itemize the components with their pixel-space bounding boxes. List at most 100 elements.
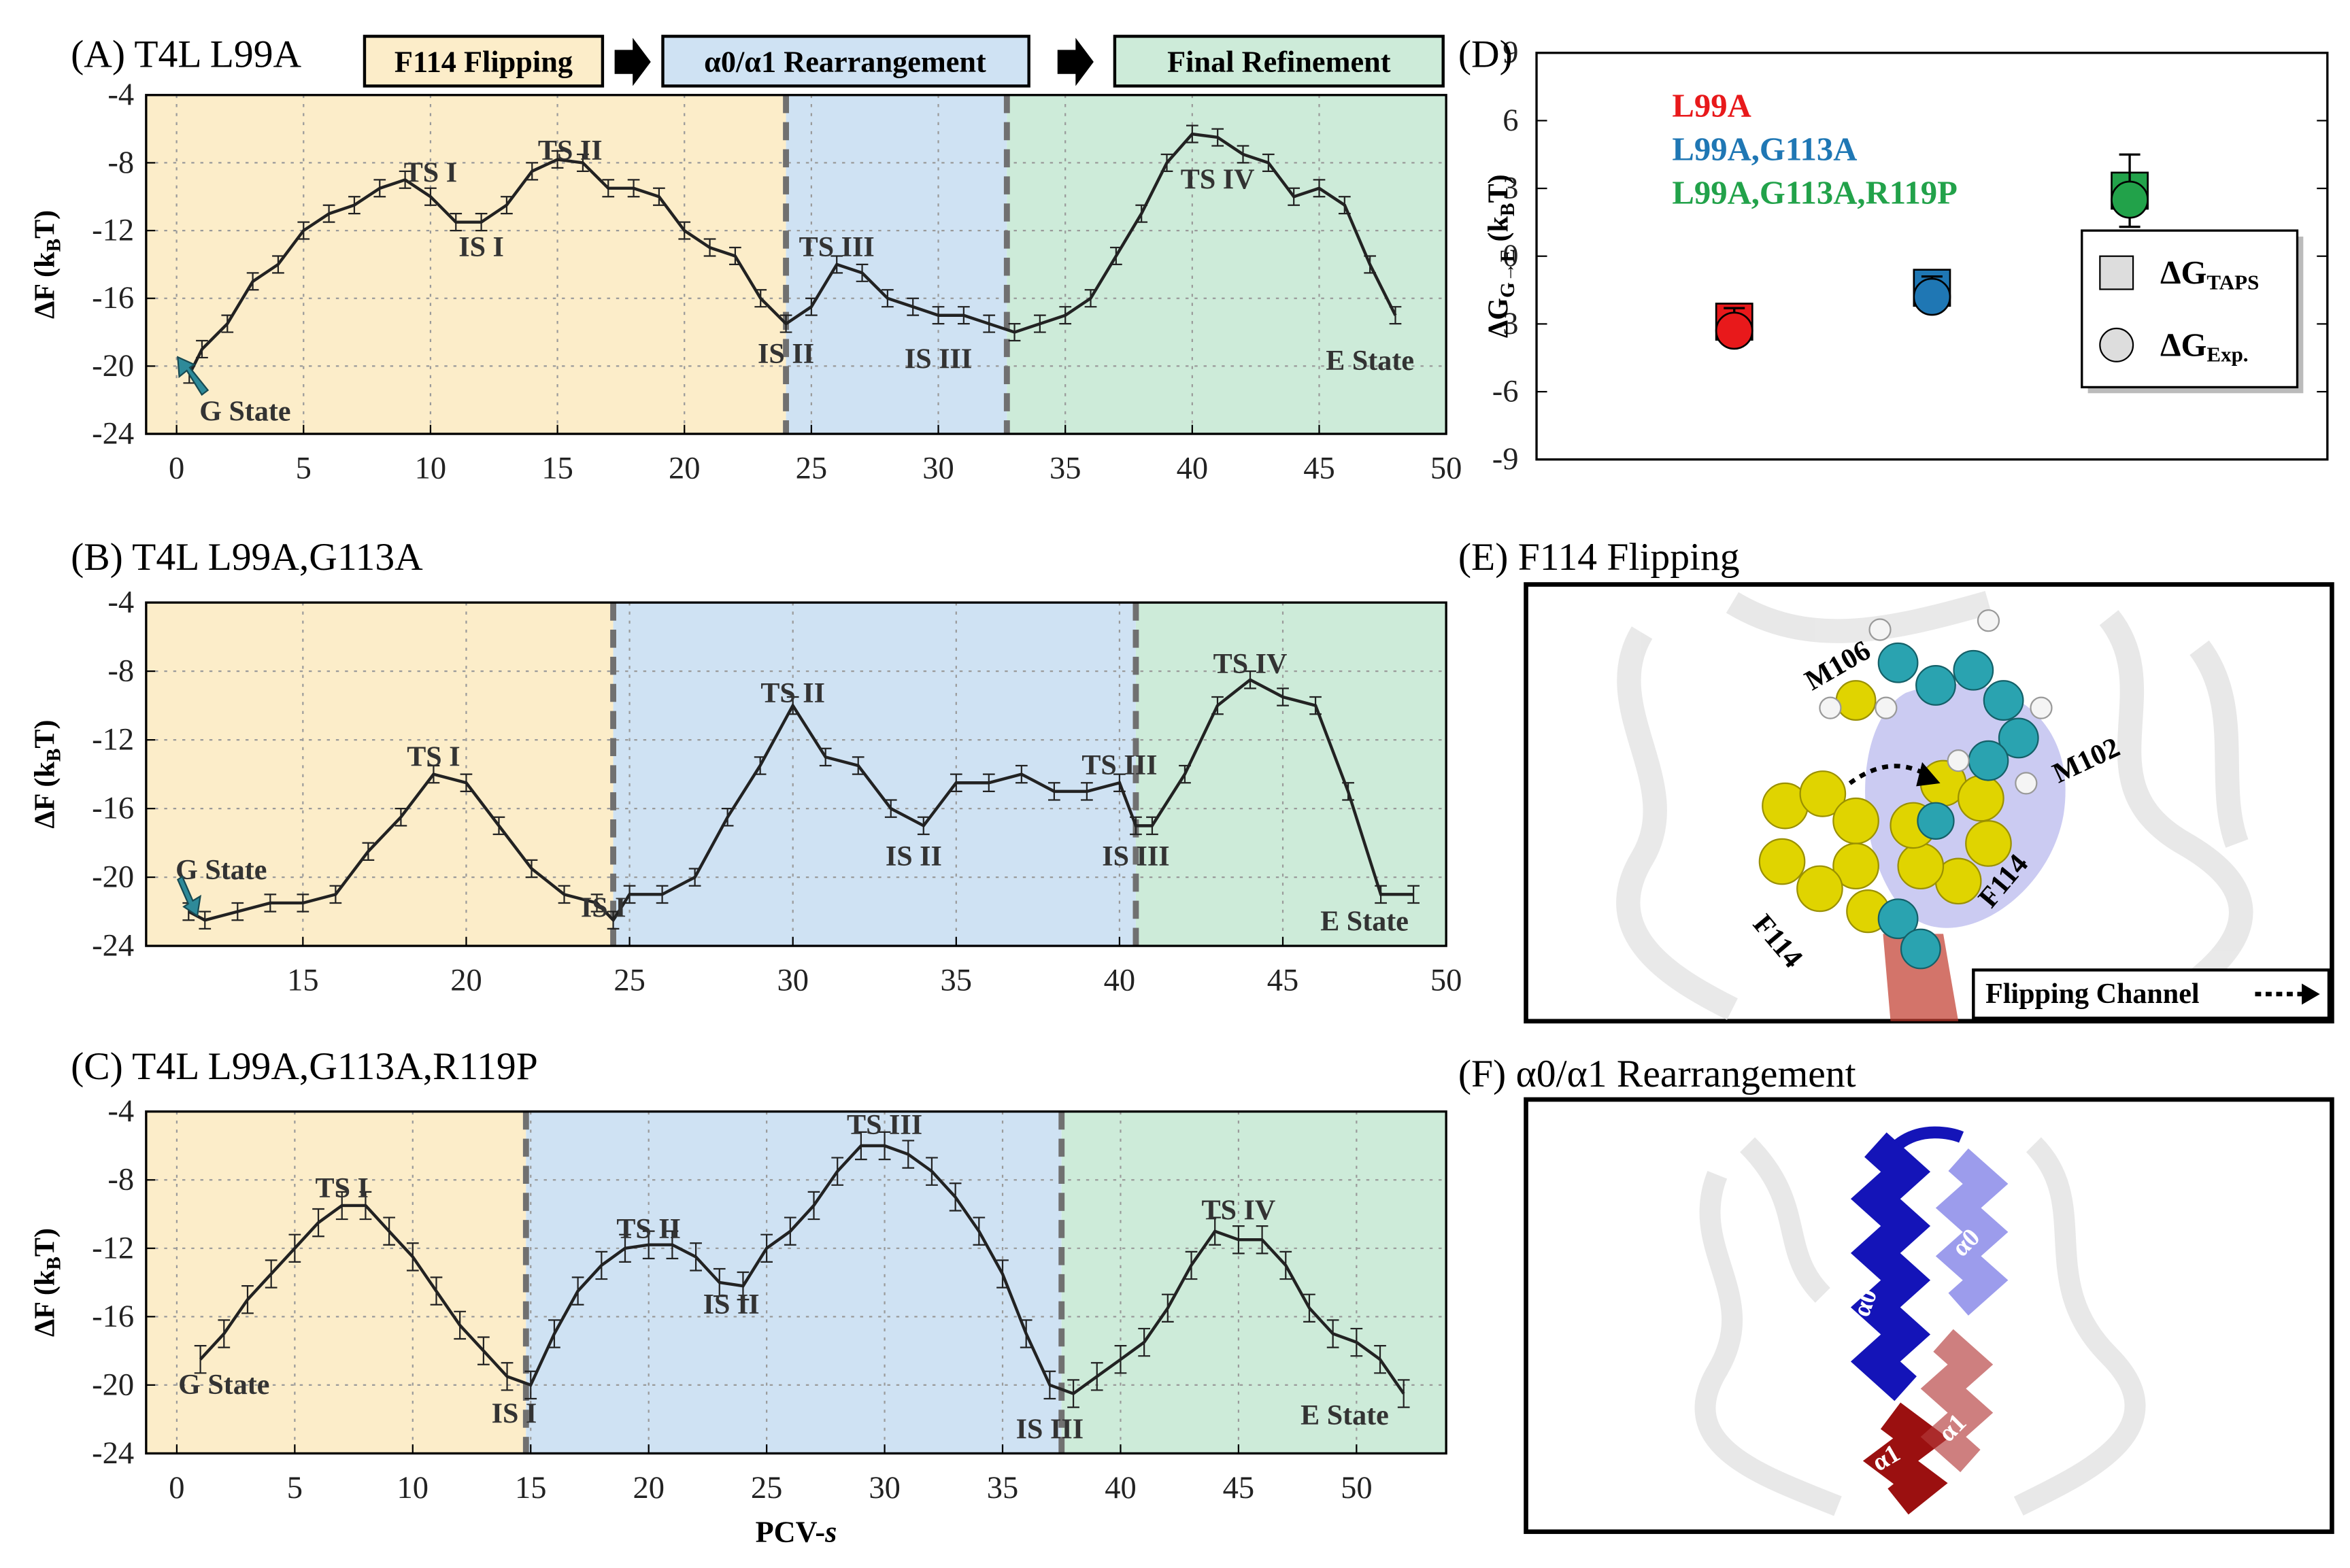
ribbons [1616,591,2253,1020]
error-bar [1160,153,1173,172]
panel-title: (C) T4L L99A,G113A,R119P [71,1045,538,1088]
stage-region [146,1111,526,1454]
error-bar [932,306,945,325]
error-bar [855,1131,867,1161]
state-label: IS I [458,232,504,263]
y-axis-label: ΔF (kBT) [29,210,65,319]
y-tick-label: -4 [107,585,134,620]
error-bar [1109,246,1122,266]
y-axis-label-part: B [1497,203,1519,216]
system-label: L99A [1672,87,1751,124]
error-bar [348,196,360,215]
error-bar [362,842,375,861]
error-bar [760,1233,773,1263]
error-bar [807,1191,820,1221]
error-bar [265,1259,278,1289]
y-tick-label: -12 [92,1231,134,1265]
error-bar [577,153,589,172]
x-tick-label: 25 [614,964,645,998]
stage-box [661,35,1030,88]
error-bar [526,162,539,181]
x-tick-label: 35 [987,1471,1019,1505]
error-bar [973,1216,986,1246]
helix-tail [1894,1126,1964,1150]
error-bar [786,696,799,715]
error-bar [982,773,995,792]
y-tick-label: -4 [107,1094,134,1129]
y-tick-label: -24 [92,1436,134,1471]
error-bar [524,1370,537,1400]
error-bar [1262,153,1275,172]
error-bar [395,807,407,827]
error-bar [619,1233,631,1263]
x-tick-label: 30 [777,964,809,998]
state-label: TS II [538,135,603,167]
error-bar [548,1319,560,1348]
x-tick-label: 15 [515,1471,547,1505]
error-bar [996,1259,1009,1289]
x-tick-label: 10 [397,1471,429,1505]
error-bar [399,170,412,189]
error-bar [1081,782,1093,801]
y-axis-label-part: ΔF (k [29,252,61,319]
helix-a0 [1850,1132,1931,1401]
arrow [614,37,651,86]
error-bar [1090,1362,1103,1391]
state-label: TS II [616,1214,681,1245]
error-bar [1130,816,1142,836]
stage-box [1113,35,1445,88]
error-bar [1020,1319,1033,1348]
flip-arrow [1848,764,1930,785]
error-bar [373,179,386,198]
y-axis-label-part: ΔG [1483,298,1515,338]
x-tick-label: 50 [1430,964,1462,998]
ribbons [1694,1137,2146,1516]
y-axis-label-part: T) [29,1228,61,1257]
error-bar [1309,696,1322,715]
x-tick-label: 45 [1267,964,1299,998]
error-bar [1279,1250,1292,1280]
x-tick-label: 15 [541,451,573,486]
error-bar [1113,773,1126,792]
state-label: TS III [1081,750,1157,781]
y-axis-label-part: ΔF (k [29,1269,61,1337]
error-bar [551,150,564,169]
error-bar [1114,1344,1127,1374]
error-bar [1389,306,1402,325]
stage-region [146,95,786,434]
error-bar [383,1216,395,1246]
error-bar [917,816,930,836]
exp-marker [1715,311,1753,350]
x-tick-label: 40 [1105,1471,1137,1505]
error-bar [602,179,615,198]
stage-region [1061,1111,1447,1454]
error-bar [1015,764,1028,784]
error-bar [231,902,244,921]
error-bar [737,1271,750,1301]
exp-marker [2111,180,2149,219]
panel-title: (D) [1458,33,1513,75]
legend-label: ΔGTAPS [2160,254,2259,294]
state-label: IS I [492,1399,537,1430]
legend-label-part: TAPS [2206,270,2259,294]
error-bar [983,314,996,333]
error-bar [878,1131,891,1161]
error-bar [1043,1370,1056,1400]
stage-region [526,1111,1062,1454]
y-axis-label: ΔF (kBT) [29,1228,65,1337]
error-bar [713,1267,726,1297]
error-bar [1232,1225,1245,1255]
error-bar [688,868,701,887]
error-bar [819,747,832,767]
x-tick-label: 25 [796,451,828,486]
error-bar [884,799,897,818]
hydrogens [1819,609,2053,795]
y-axis-label-part: G→E [1497,249,1519,298]
error-bar [1350,1327,1363,1357]
error-bar [607,910,620,930]
state-label: TS I [404,157,457,188]
helix-a1 [1862,1402,1949,1515]
plot-frame [145,94,1447,435]
system-label: L99A,G113A,R119P [1672,175,1958,211]
error-bar [1048,782,1060,801]
